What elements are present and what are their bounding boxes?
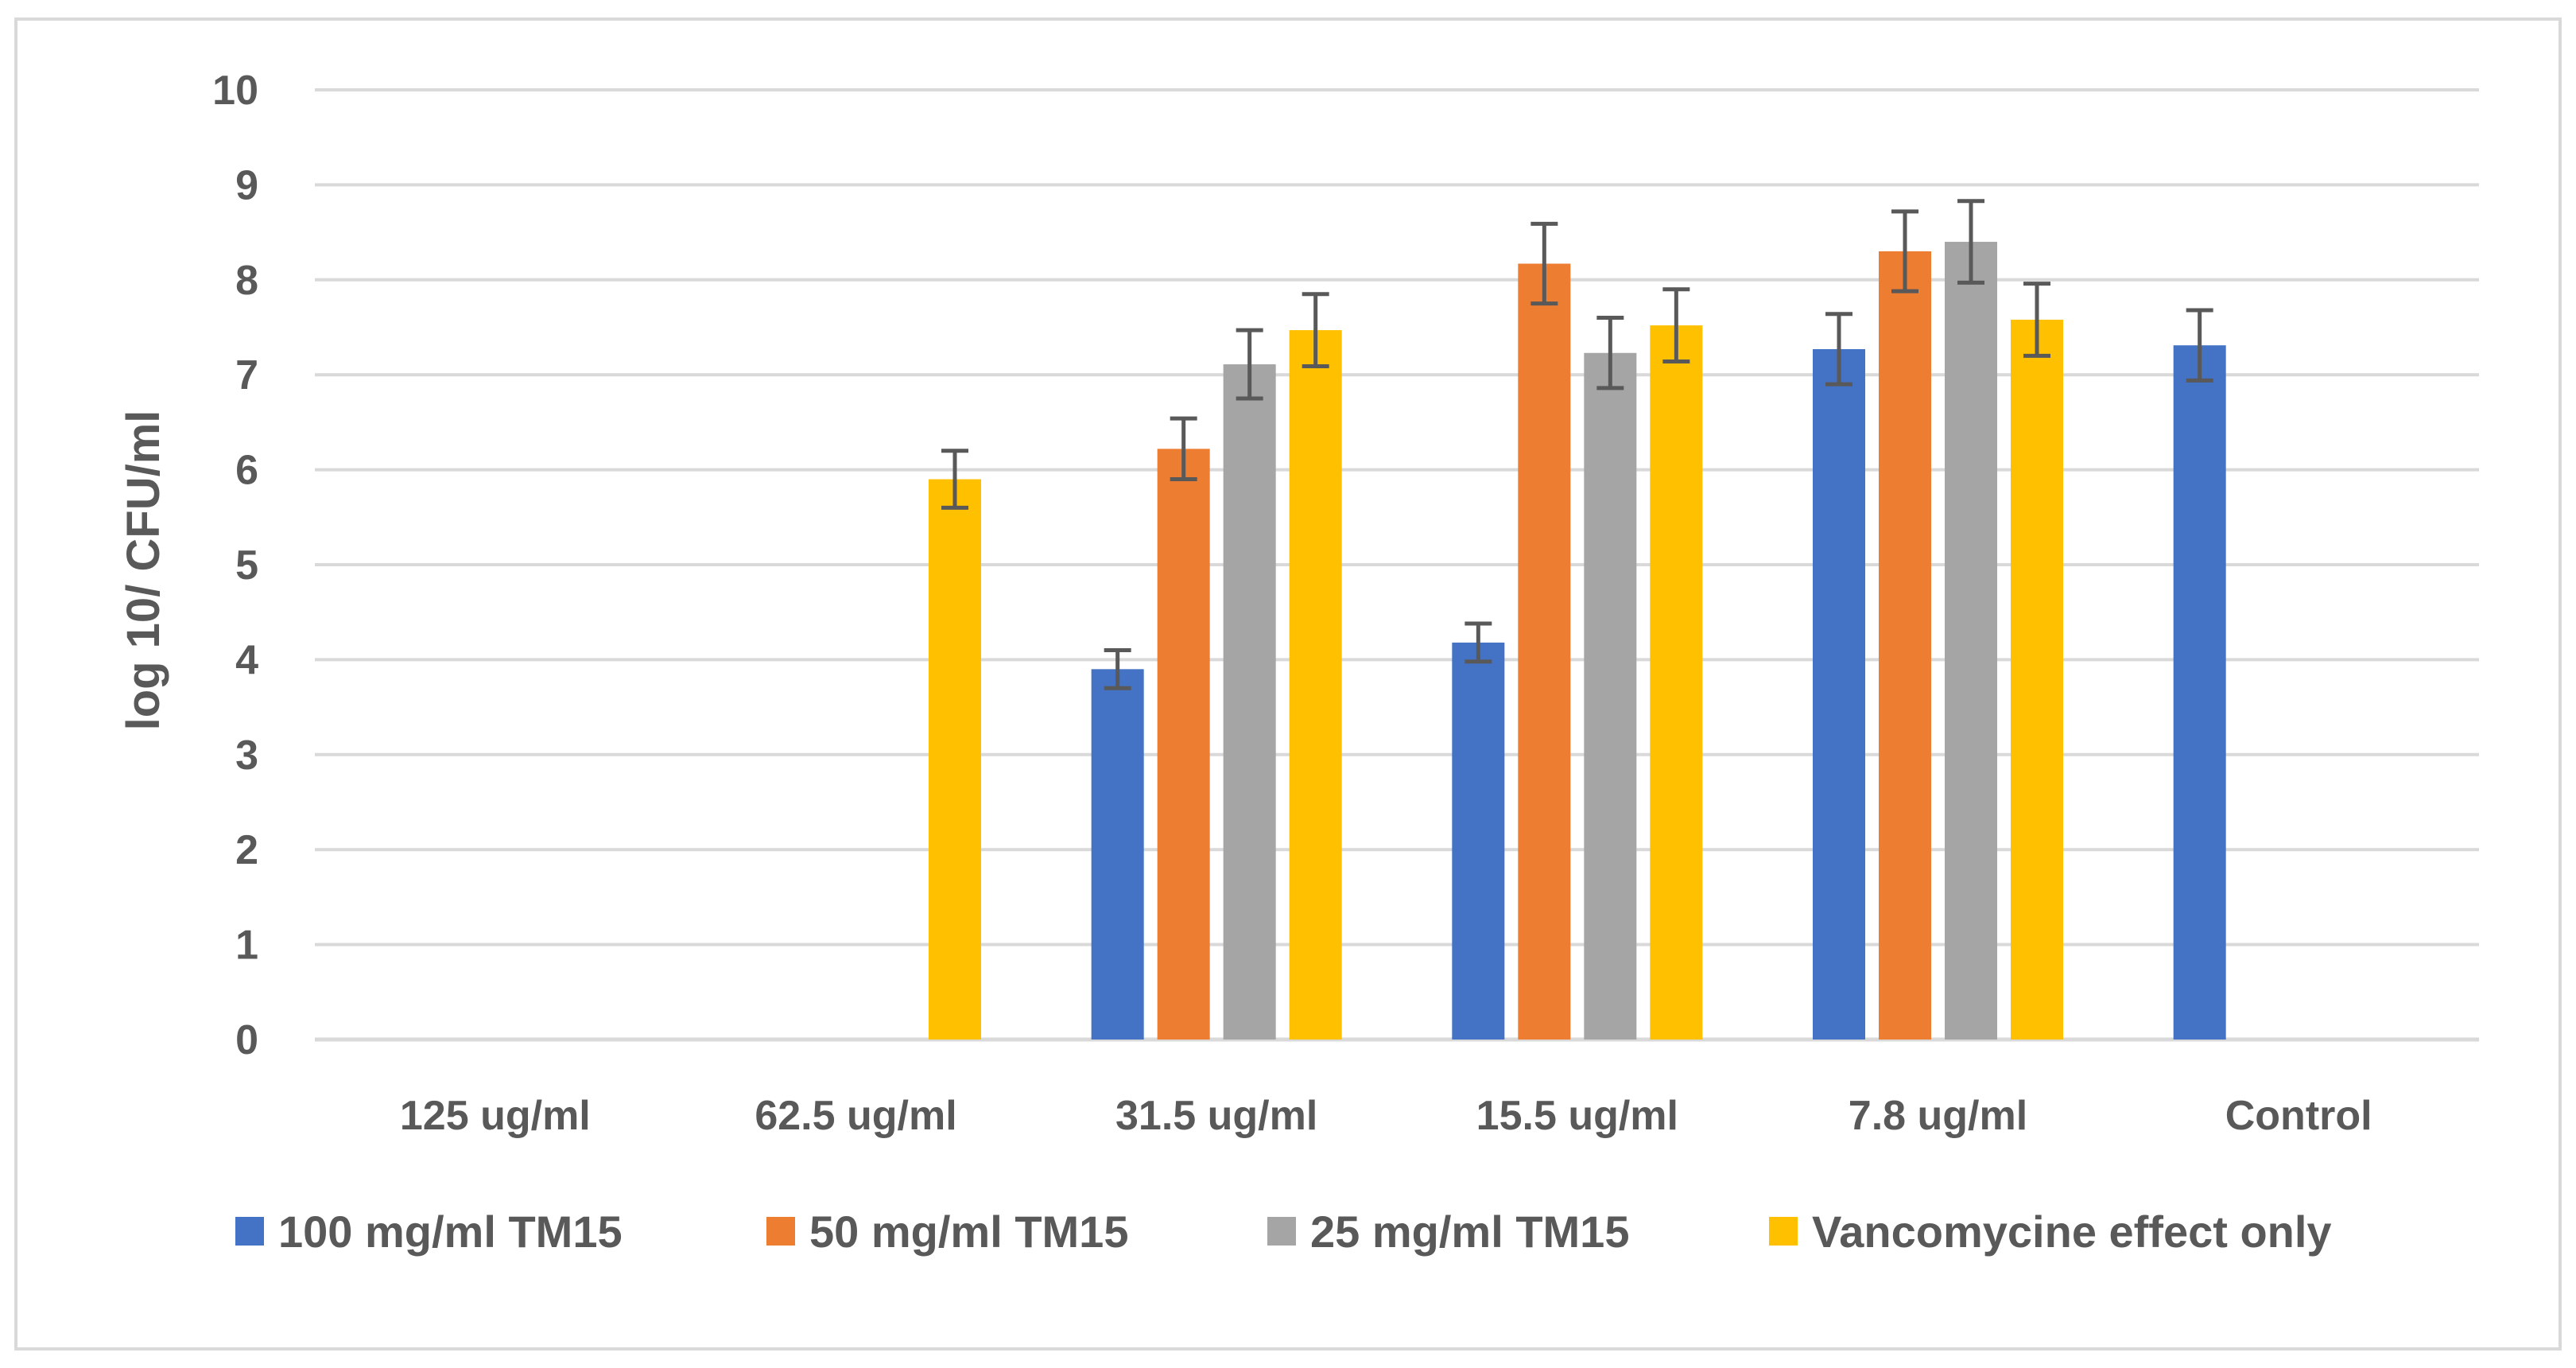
bar xyxy=(2011,319,2063,1040)
error-bar xyxy=(1170,416,1197,482)
y-axis-title: log 10/ CFU/ml xyxy=(118,410,169,731)
legend: 100 mg/ml TM15 50 mg/ml TM15 25 mg/ml TM15… xyxy=(235,1207,2332,1257)
legend-entry: 50 mg/ml TM15 xyxy=(766,1207,1128,1257)
legend-label: Vancomycine effect only xyxy=(1812,1207,2332,1257)
bar xyxy=(1584,352,1637,1040)
chart-frame xyxy=(14,17,2562,1351)
y-tick-label: 3 xyxy=(235,733,258,779)
error-bar xyxy=(1825,312,1852,387)
x-tick-label: 125 ug/ml xyxy=(400,1093,591,1139)
bar xyxy=(1289,330,1342,1040)
legend-entry: 100 mg/ml TM15 xyxy=(235,1207,623,1257)
x-axis-ticks: 125 ug/ml 62.5 ug/ml 31.5 ug/ml 15.5 ug/ml 7… xyxy=(400,1093,2372,1139)
x-tick-label: Control xyxy=(2225,1093,2372,1139)
error-bar xyxy=(2186,308,2213,383)
y-tick-label: 4 xyxy=(235,637,258,683)
bar xyxy=(1650,325,1703,1040)
legend-label: 25 mg/ml TM15 xyxy=(1310,1207,1629,1257)
bar xyxy=(1813,348,1865,1040)
y-tick-label: 1 xyxy=(235,923,258,969)
error-bar xyxy=(1957,199,1984,285)
legend-entry: Vancomycine effect only xyxy=(1769,1207,2332,1257)
gridlines xyxy=(315,88,2479,1042)
error-bar xyxy=(2023,282,2050,358)
y-tick-label: 10 xyxy=(212,68,258,114)
legend-swatch xyxy=(1769,1217,1798,1246)
bar xyxy=(929,479,981,1040)
y-tick-label: 7 xyxy=(235,352,258,398)
x-tick-label: 7.8 ug/ml xyxy=(1849,1093,2027,1139)
bar xyxy=(1518,263,1571,1040)
error-bars xyxy=(941,199,2213,690)
bar xyxy=(1945,242,1997,1040)
y-tick-label: 0 xyxy=(235,1017,258,1063)
y-tick-label: 6 xyxy=(235,448,258,494)
error-bar xyxy=(1596,316,1624,391)
legend-swatch xyxy=(1267,1217,1296,1246)
y-tick-label: 2 xyxy=(235,827,258,873)
x-tick-label: 31.5 ug/ml xyxy=(1115,1093,1317,1139)
bar xyxy=(1091,669,1144,1040)
error-bar xyxy=(1302,292,1329,368)
legend-swatch xyxy=(235,1217,264,1246)
y-tick-label: 5 xyxy=(235,542,258,589)
bar xyxy=(1157,449,1210,1040)
legend-label: 50 mg/ml TM15 xyxy=(809,1207,1128,1257)
bar xyxy=(1452,642,1505,1040)
bar xyxy=(1879,251,1931,1040)
legend-swatch xyxy=(766,1217,795,1246)
y-tick-label: 9 xyxy=(235,162,258,208)
error-bar xyxy=(1465,621,1492,664)
x-tick-label: 15.5 ug/ml xyxy=(1476,1093,1678,1139)
y-axis-ticks: 0 1 2 3 4 5 6 7 8 9 10 xyxy=(212,68,258,1063)
x-tick-label: 62.5 ug/ml xyxy=(755,1093,956,1139)
error-bar xyxy=(1662,287,1690,363)
error-bar xyxy=(1891,209,1918,293)
bar xyxy=(1223,364,1276,1040)
legend-entry: 25 mg/ml TM15 xyxy=(1267,1207,1629,1257)
error-bar xyxy=(941,449,968,510)
error-bar xyxy=(1530,221,1558,306)
error-bar xyxy=(1104,647,1131,690)
y-tick-label: 8 xyxy=(235,258,258,304)
bars xyxy=(929,242,2226,1040)
bar xyxy=(2173,345,2226,1040)
error-bar xyxy=(1236,328,1263,401)
legend-label: 100 mg/ml TM15 xyxy=(278,1207,623,1257)
